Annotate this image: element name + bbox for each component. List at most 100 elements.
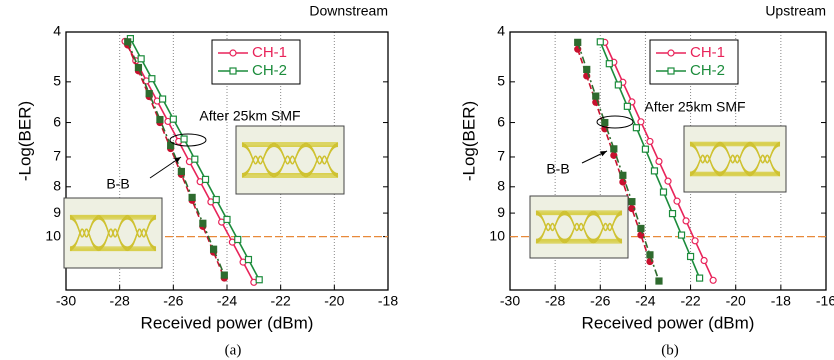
marker <box>146 91 152 97</box>
y-tick-label: 7 <box>497 148 505 164</box>
marker <box>606 61 612 67</box>
marker <box>602 120 608 126</box>
y-tick-label: 10 <box>489 227 505 243</box>
x-tick-label: -22 <box>271 293 291 309</box>
marker <box>235 237 241 243</box>
marker <box>633 125 639 131</box>
chart: Upstream (b) Received power (dBm) -Log(BER)… <box>459 3 834 359</box>
marker <box>170 116 176 122</box>
marker <box>615 82 621 88</box>
marker <box>638 225 644 231</box>
figure: Downstream (a) Received power (dBm) -Log(BE… <box>0 0 834 360</box>
marker <box>211 246 217 252</box>
marker <box>624 103 630 109</box>
marker <box>135 65 141 71</box>
marker <box>200 220 206 226</box>
y-axis-label: -Log(BER) <box>15 101 34 181</box>
x-tick-label: -18 <box>378 293 398 309</box>
marker <box>192 156 198 162</box>
marker <box>149 76 155 82</box>
x-axis-label: Received power (dBm) <box>141 313 314 332</box>
annotation: After 25km SMF <box>644 99 745 115</box>
marker <box>651 168 657 174</box>
y-tick-label: 10 <box>45 227 61 243</box>
legend-label: CH-1 <box>690 44 725 61</box>
marker <box>245 257 251 263</box>
marker <box>656 158 662 164</box>
marker <box>597 39 603 45</box>
marker <box>256 277 262 283</box>
x-tick-label: -28 <box>110 293 130 309</box>
y-axis-label: -Log(BER) <box>459 101 478 181</box>
x-tick-label: -20 <box>324 293 344 309</box>
marker <box>701 258 707 264</box>
legend-label: CH-2 <box>690 62 725 79</box>
marker <box>620 172 626 178</box>
y-tick-label: 4 <box>497 23 505 39</box>
legend-marker <box>668 68 674 74</box>
x-tick-label: -26 <box>163 293 183 309</box>
legend-label: CH-1 <box>252 44 287 61</box>
y-tick-label: 8 <box>53 177 61 193</box>
marker <box>638 119 644 125</box>
marker <box>679 232 685 238</box>
y-tick-label: 6 <box>53 113 61 129</box>
marker <box>160 96 166 102</box>
legend-marker <box>230 68 236 74</box>
marker <box>656 278 662 284</box>
y-tick-label: 5 <box>53 73 61 89</box>
marker <box>157 117 163 123</box>
marker <box>125 39 131 45</box>
marker <box>221 272 227 278</box>
y-tick-label: 5 <box>497 73 505 89</box>
marker <box>674 198 680 204</box>
x-tick-label: -24 <box>217 293 237 309</box>
marker <box>203 176 209 182</box>
x-axis-label: Received power (dBm) <box>582 313 755 332</box>
marker <box>593 93 599 99</box>
annotation-ellipse <box>170 134 206 146</box>
marker <box>178 168 184 174</box>
marker <box>647 138 653 144</box>
caption: (a) <box>225 342 242 358</box>
legend-marker <box>668 50 674 56</box>
annotation: B-B <box>106 176 129 192</box>
marker <box>692 238 698 244</box>
x-tick-label: -22 <box>680 293 700 309</box>
annotation: B-B <box>546 161 569 177</box>
marker <box>697 275 703 281</box>
marker <box>683 218 689 224</box>
marker <box>189 194 195 200</box>
marker <box>670 211 676 217</box>
marker <box>575 39 581 45</box>
y-tick-label: 6 <box>497 113 505 129</box>
x-tick-label: -18 <box>771 293 791 309</box>
x-tick-label: -16 <box>816 293 834 309</box>
x-tick-label: -26 <box>590 293 610 309</box>
caption: (b) <box>661 342 679 358</box>
marker <box>611 146 617 152</box>
legend-marker <box>230 50 236 56</box>
marker <box>660 189 666 195</box>
marker <box>665 178 671 184</box>
x-tick-label: -30 <box>500 293 520 309</box>
marker <box>647 252 653 258</box>
marker <box>688 253 694 259</box>
marker <box>181 136 187 142</box>
marker <box>213 197 219 203</box>
marker <box>710 277 716 283</box>
annotation: After 25km SMF <box>199 108 300 124</box>
chart-title: Downstream <box>309 3 388 19</box>
y-tick-label: 9 <box>53 204 61 220</box>
y-tick-label: 9 <box>497 204 505 220</box>
y-tick-label: 8 <box>497 177 505 193</box>
marker <box>642 146 648 152</box>
y-tick-label: 4 <box>53 23 61 39</box>
y-tick-label: 7 <box>53 148 61 164</box>
legend-label: CH-2 <box>252 62 287 79</box>
chart-title: Upstream <box>765 3 826 19</box>
marker <box>224 216 230 222</box>
x-tick-label: -30 <box>56 293 76 309</box>
marker <box>584 66 590 72</box>
marker <box>138 56 144 62</box>
